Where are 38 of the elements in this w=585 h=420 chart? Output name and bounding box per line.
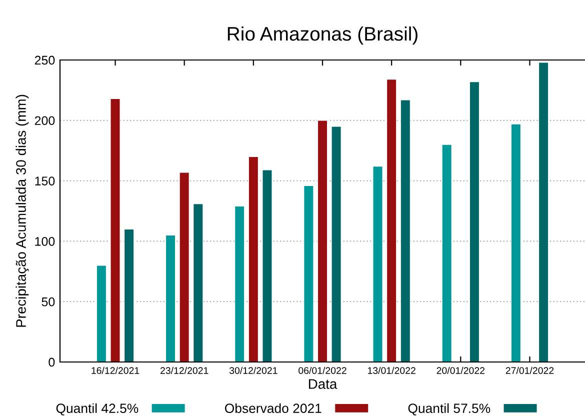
x-tick-label: 13/01/2022 — [368, 366, 416, 374]
x-tick-label: 16/12/2021 — [92, 366, 140, 374]
bar — [510, 124, 522, 362]
bar — [400, 100, 411, 362]
legend-label: Quantil 57.5% — [408, 403, 490, 416]
bar — [442, 144, 452, 362]
x-tick-label: 06/01/2022 — [298, 366, 346, 374]
y-tick-label: 0 — [48, 358, 55, 367]
bar — [331, 126, 342, 362]
y-tick-label: 100 — [35, 237, 55, 246]
bar — [317, 120, 328, 362]
x-tick-label: 30/12/2021 — [229, 366, 278, 374]
bar — [248, 156, 259, 362]
bar — [124, 228, 134, 362]
bar — [262, 170, 272, 362]
bar — [110, 98, 120, 362]
legend-label: Observado 2021 — [225, 403, 322, 414]
x-tick-label: 20/01/2022 — [436, 366, 484, 374]
bar — [96, 265, 107, 362]
bar — [372, 166, 383, 362]
chart-title: Rio Amazonas (Brasil) — [228, 26, 418, 45]
x-tick-label: 27/01/2022 — [506, 366, 554, 374]
bar — [469, 81, 480, 362]
bar — [192, 203, 204, 362]
bar — [538, 62, 549, 362]
y-tick-label: 250 — [34, 56, 55, 65]
x-tick-label: 23/12/2021 — [160, 366, 208, 374]
x-axis-title: Data — [308, 379, 338, 389]
bar — [304, 185, 314, 362]
y-tick-label: 50 — [42, 297, 55, 306]
bar — [179, 172, 190, 362]
bar — [165, 234, 176, 362]
y-tick-label: 150 — [35, 176, 55, 186]
y-tick-label: 200 — [34, 116, 55, 126]
legend-label: Quantil 42.5% — [56, 403, 138, 416]
y-axis-title: Precipitação Acumulada 30 dias (mm) — [16, 94, 29, 327]
bar — [386, 78, 397, 362]
bar — [234, 206, 245, 362]
